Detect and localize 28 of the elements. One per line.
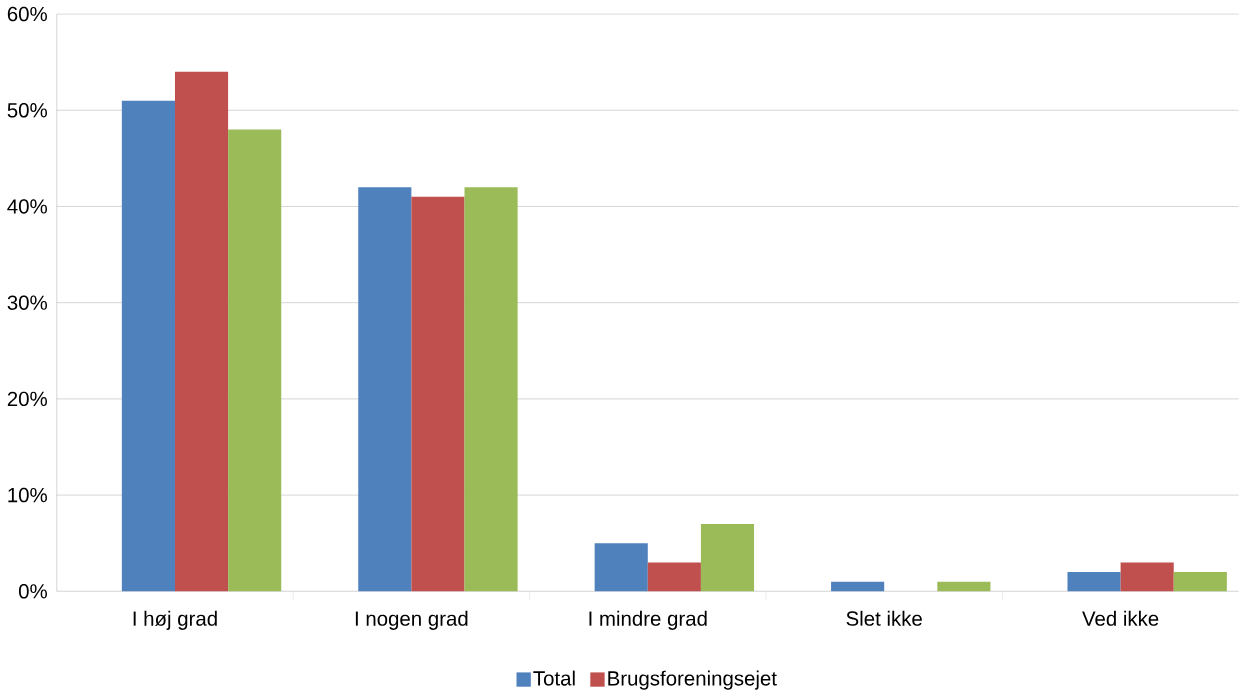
y-tick-label: 60%	[7, 7, 47, 22]
bar	[831, 581, 885, 592]
y-tick-label: 10%	[8, 488, 47, 503]
y-tick-label: 50%	[7, 103, 47, 118]
x-tick-label: I nogen grad	[355, 611, 468, 631]
bar	[1173, 572, 1227, 592]
y-tick-label: 30%	[7, 295, 47, 311]
bar	[411, 197, 465, 592]
bar	[1067, 572, 1121, 592]
bar	[121, 100, 175, 592]
legend-label: Brugsforeningsejet	[608, 670, 777, 690]
bar	[594, 543, 648, 592]
x-tick-label: I mindre grad	[589, 611, 707, 631]
y-tick-label: 20%	[7, 391, 47, 407]
bar	[937, 581, 991, 592]
bar	[1120, 562, 1174, 592]
x-tick-label: Slet ikke	[846, 611, 922, 627]
x-tick-label: Ved ikke	[1082, 611, 1159, 627]
bar	[464, 187, 518, 592]
bar	[174, 71, 229, 592]
y-tick-label: 0%	[18, 584, 47, 599]
legend-label: Total	[533, 670, 575, 686]
bar	[700, 524, 755, 592]
bar	[358, 187, 412, 592]
y-tick-label: 40%	[7, 199, 47, 214]
bar	[228, 129, 282, 592]
bar	[647, 562, 701, 592]
x-tick-label: I høj grad	[133, 611, 217, 631]
